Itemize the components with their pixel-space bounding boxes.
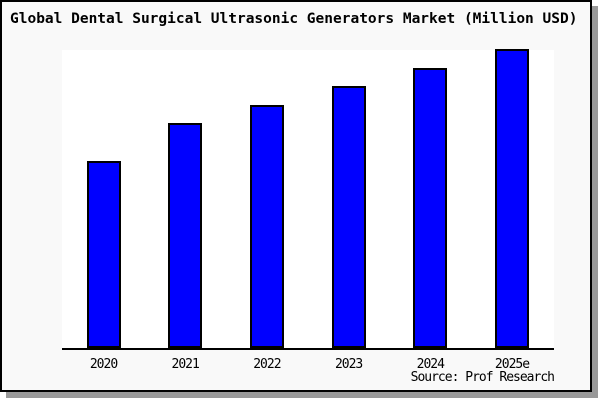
x-tick-label-2021: 2021 xyxy=(171,357,200,372)
x-tick-label-2025e: 2025e xyxy=(494,357,530,372)
bar-2025e xyxy=(495,49,529,348)
x-tick-label-2020: 2020 xyxy=(89,357,118,372)
chart-figure: Global Dental Surgical Ultrasonic Genera… xyxy=(0,0,592,392)
source-note: Source: Prof Research xyxy=(410,370,555,385)
plot-area xyxy=(62,49,554,350)
bar-2020 xyxy=(86,161,121,348)
bar-2024 xyxy=(413,68,448,348)
x-tick-label-2024: 2024 xyxy=(416,357,445,372)
chart-title: Global Dental Surgical Ultrasonic Genera… xyxy=(10,11,578,27)
bar-2021 xyxy=(168,123,203,348)
bar-2022 xyxy=(249,105,284,348)
x-axis-tick-labels: 2020 2021 2022 2023 2024 2025e xyxy=(62,358,554,372)
bar-2023 xyxy=(331,86,366,348)
x-tick-label-2023: 2023 xyxy=(334,357,363,372)
x-tick-label-2022: 2022 xyxy=(253,357,281,372)
